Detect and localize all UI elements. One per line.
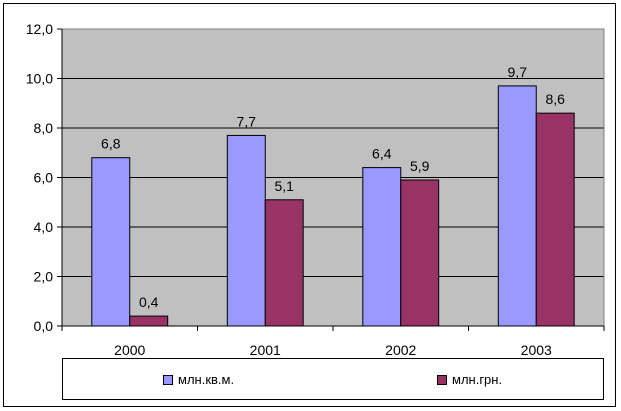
x-tick-labels: 2000 2001 2002 2003 <box>114 342 552 358</box>
legend-swatch-series-1 <box>163 374 173 385</box>
y-tick-label: 8,0 <box>34 120 54 136</box>
legend-swatch-series-2 <box>437 374 447 385</box>
data-labels: 6,8 0,4 7,7 5,1 6,4 5,9 9,7 8,6 <box>101 64 565 310</box>
y-tick-label: 4,0 <box>34 219 54 235</box>
data-label: 6,8 <box>101 136 121 152</box>
y-tick-label: 6,0 <box>34 170 54 186</box>
bar-series-2 <box>129 315 169 327</box>
bar-series-1 <box>362 167 402 327</box>
legend-item-series-1: млн.кв.м. <box>163 372 234 387</box>
legend: млн.кв.м. млн.грн. <box>62 358 604 400</box>
legend-label-series-2: млн.грн. <box>452 372 503 387</box>
y-tick-label: 2,0 <box>34 269 54 285</box>
data-label: 5,1 <box>274 178 294 194</box>
legend-label-series-1: млн.кв.м. <box>178 372 235 387</box>
x-tick-label: 2001 <box>250 342 281 358</box>
data-label: 5,9 <box>410 158 430 174</box>
x-tick-label: 2003 <box>521 342 552 358</box>
data-label: 6,4 <box>372 146 392 162</box>
data-label: 7,7 <box>237 113 257 129</box>
y-tick-label: 0,0 <box>34 318 54 334</box>
y-tick-label: 10,0 <box>26 71 53 87</box>
x-tick-label: 2002 <box>385 342 416 358</box>
data-label: 0,4 <box>139 294 159 310</box>
data-label: 8,6 <box>545 91 565 107</box>
legend-item-series-2: млн.грн. <box>437 372 502 387</box>
y-tick-label: 12,0 <box>26 21 53 37</box>
bar-series-1 <box>226 134 266 327</box>
x-tick-label: 2000 <box>114 342 145 358</box>
y-tick-labels: 0,0 2,0 4,0 6,0 8,0 10,0 12,0 <box>26 21 53 334</box>
bar-series-2 <box>400 179 440 327</box>
data-label: 9,7 <box>508 64 528 80</box>
bar-series-1 <box>497 85 537 327</box>
axes <box>57 28 605 331</box>
bars <box>91 85 575 327</box>
bar-series-2 <box>535 112 575 327</box>
bar-series-1 <box>91 157 131 327</box>
bar-series-2 <box>264 199 304 327</box>
